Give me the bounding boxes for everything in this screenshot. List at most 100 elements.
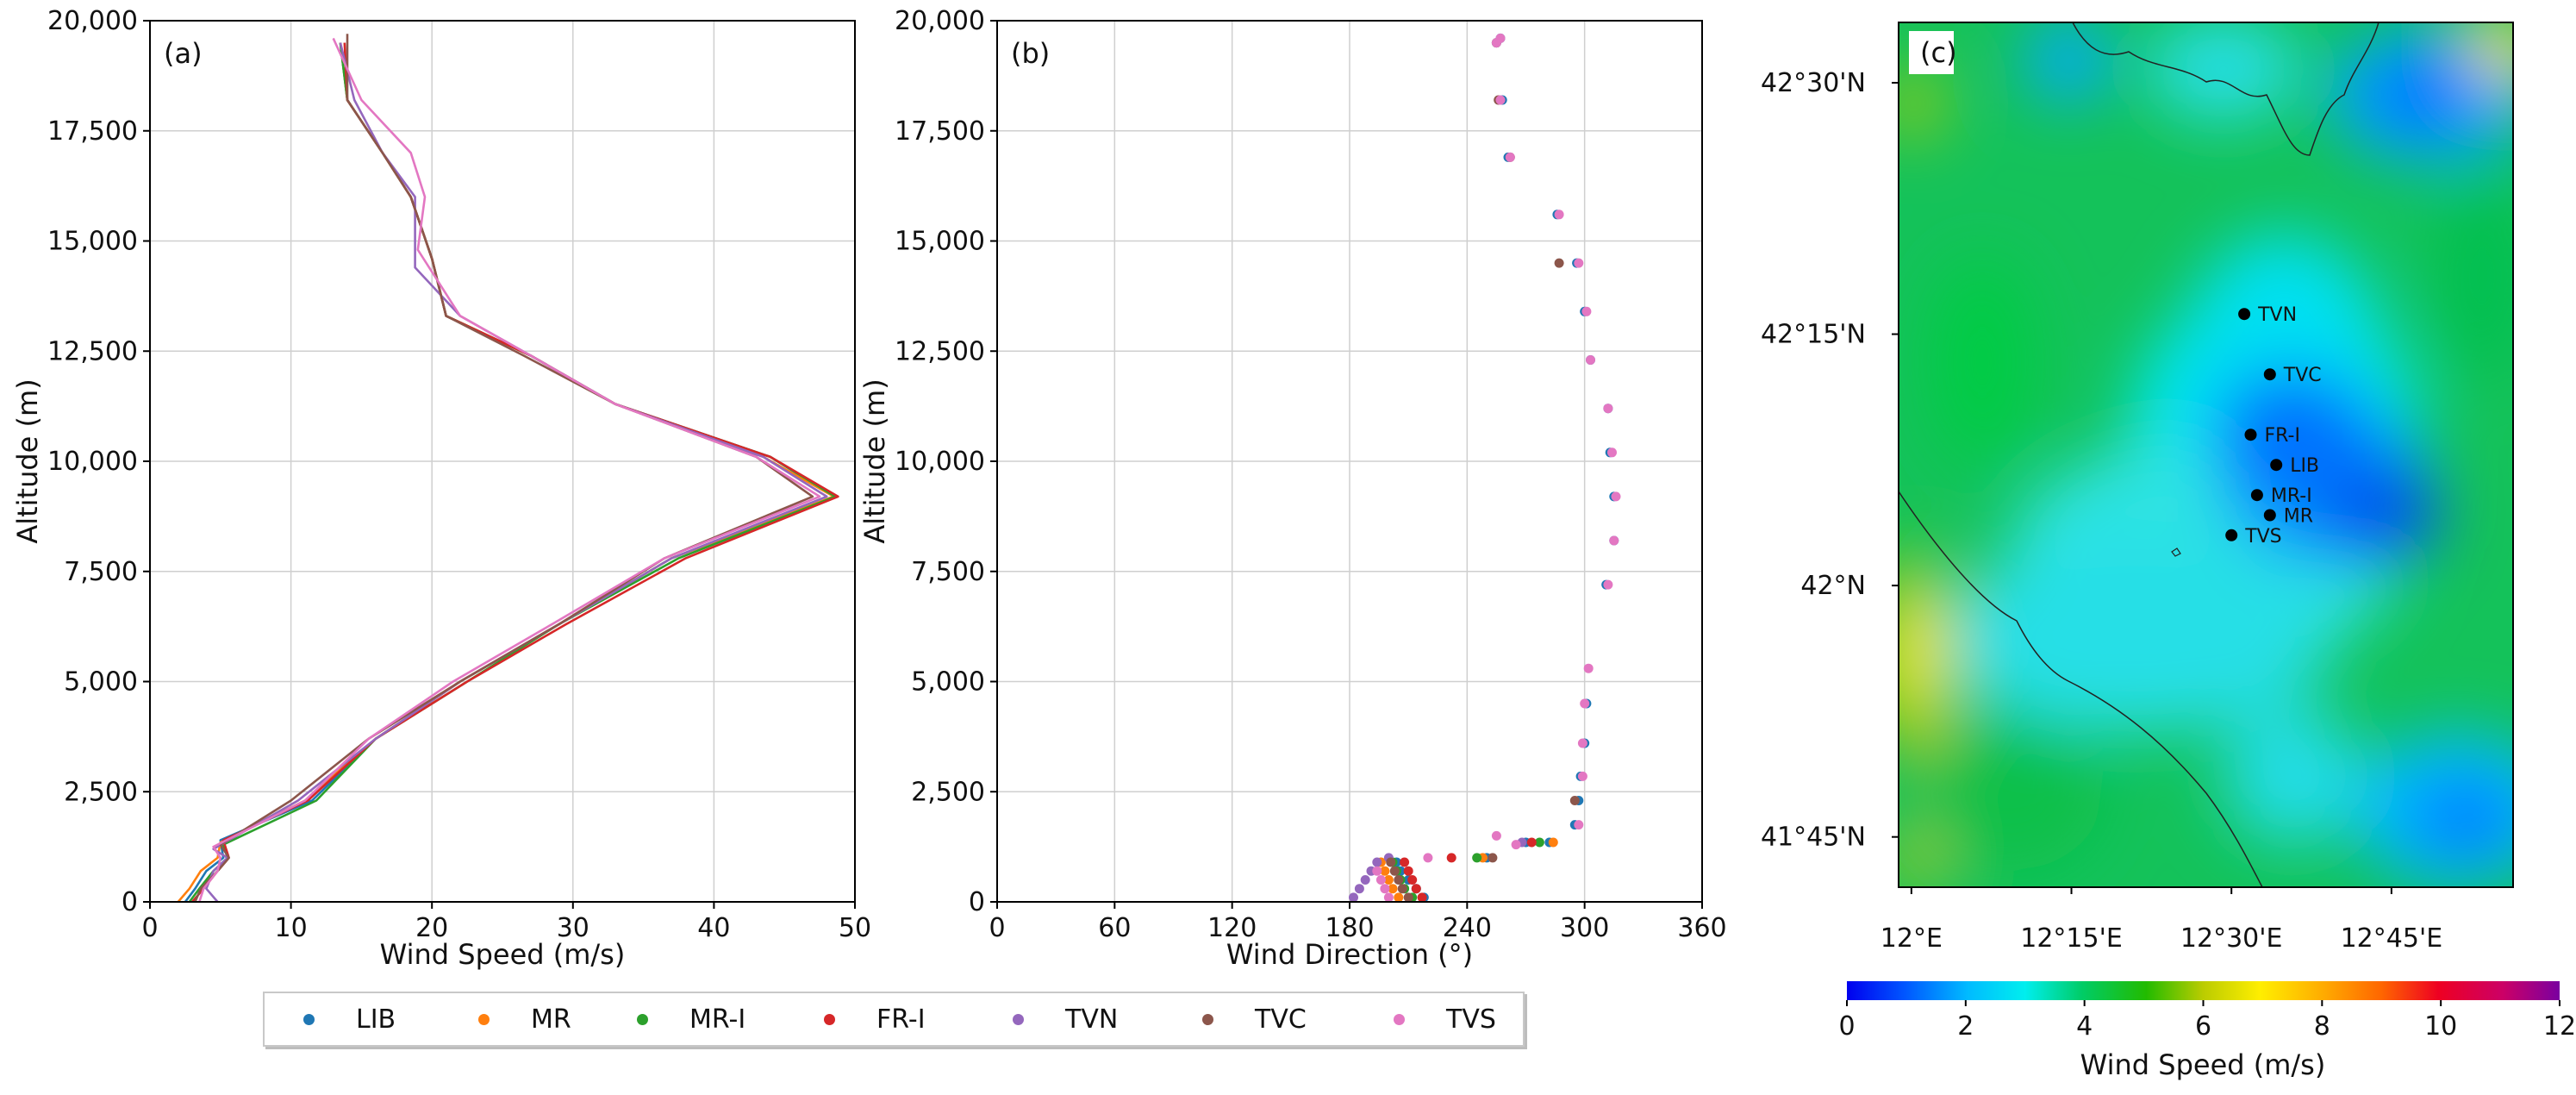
y-tick-label: 15,000 [47,227,138,257]
data-point-tvc [1488,853,1498,863]
data-point-fr-i [1446,853,1456,863]
x-tick-label: 120 [1207,913,1257,943]
colorbar-tick-label: 4 [2076,1011,2093,1042]
station-marker [2263,368,2276,381]
legend-item-tvc: TVC [1202,993,1307,1045]
data-point-tvs [1577,771,1587,781]
wind-speed-profiles [177,34,839,903]
x-tick-label: 0 [989,913,1005,943]
y-tick-label: 10,000 [895,447,985,477]
data-point-tvc [1386,857,1396,867]
station-marker [2250,489,2263,502]
map-ticks: 12°E 12°15'E 12°30'E 12°45'E 42°30'N 42°15'N 4… [1761,68,2442,954]
y-tick-label: 15,000 [895,227,985,257]
y-tick-label: 2,500 [911,777,985,807]
data-point-tvs [1580,698,1590,709]
data-point-tvc [1569,796,1580,805]
data-point-tvs [1583,663,1594,673]
station-label: MR-I [2271,485,2312,507]
data-point-tvs [1554,210,1564,220]
x-tick-label: 240 [1443,913,1492,943]
data-point-tvs [1603,579,1613,590]
x-tick-label: 0 [141,913,158,943]
grid [996,20,1703,903]
y-tick-label: 5,000 [911,667,985,698]
data-point-mr-i [1472,853,1482,863]
station-marker [2238,308,2251,321]
data-point-tvs [1607,447,1617,458]
data-point-mr [1388,884,1398,894]
data-point-tvn [1372,857,1382,867]
legend-marker [303,1013,315,1025]
station-marker [2263,509,2276,522]
legend-marker [824,1013,835,1025]
data-point-tvs [1574,820,1584,830]
series-line-lib [184,42,835,903]
data-point-tvn [1354,884,1364,894]
data-point-tvs [1383,892,1394,903]
x-tick-label: 50 [839,913,871,943]
data-point-tvs [1581,306,1592,316]
y-tick-label: 2,500 [64,777,138,807]
colorbar-label: Wind Speed (m/s) [2080,1048,2326,1081]
x-tick-label: 10 [275,913,308,943]
data-point-tvs [1586,355,1595,365]
data-point-mr [1394,892,1404,903]
y-tick-label: 10,000 [47,447,138,477]
lon-tick-label: 12°E [1881,923,1943,954]
station-label: FR-I [2265,425,2300,447]
lat-tick-label: 42°N [1800,571,1866,601]
series-line-tvn [205,42,828,903]
data-point-fr-i [1417,892,1427,903]
data-point-fr-i [1411,884,1421,894]
x-tick-label: 300 [1560,913,1609,943]
colorbar [1847,981,2560,1000]
station-marker [2270,459,2283,472]
legend-label: TVS [1446,1004,1496,1035]
station-label: MR [2284,506,2313,528]
panel-label: (a) [164,37,203,70]
x-tick-label: 60 [1098,913,1131,943]
legend-item-mr-i: MR-I [637,993,745,1045]
colorbar-tick-label: 8 [2314,1011,2330,1042]
series-line-fr-i [191,42,839,903]
data-point-fr-i [1526,837,1537,848]
legend-label: LIB [356,1004,396,1035]
y-tick-label: 20,000 [895,6,985,36]
legend: LIB MR MR-I FR-I TVN TVC TVS [263,992,1525,1047]
lat-tick-label: 41°45'N [1761,823,1866,853]
data-point-tvs [1577,738,1587,748]
wind-direction-panel: 0 60 120 180 240 300 360 0 2,500 5,000 7,500 10,000… [858,6,1727,971]
data-point-tvs [1505,152,1515,162]
data-point-tvs [1372,866,1382,876]
x-tick-label: 20 [415,913,448,943]
data-point-tvn [1349,892,1358,903]
data-point-tvs [1495,95,1506,105]
colorbar-ticks: 0 2 4 6 8 10 12 [1838,1000,2576,1042]
data-point-tvn [1360,875,1370,885]
lat-tick-label: 42°30'N [1761,68,1866,98]
y-tick-label: 17,500 [47,116,138,147]
data-point-tvs [1375,875,1386,885]
x-tick-label: 360 [1677,913,1726,943]
colorbar-tick-label: 6 [2195,1011,2211,1042]
y-tick-label: 7,500 [911,557,985,587]
data-point-fr-i [1407,875,1418,885]
data-point-tvs [1609,535,1619,546]
wind-speed-panel: 0 10 20 30 40 50 0 2,500 5,000 7,500 10,000 12,500 1… [11,6,871,971]
lon-tick-label: 12°15'E [2020,923,2123,954]
series-line-mr-i [188,42,837,903]
data-point-tvc [1554,258,1564,268]
y-tick-label: 5,000 [64,667,138,698]
data-point-tvs [1491,830,1501,841]
lon-tick-label: 12°30'E [2180,923,2283,954]
data-point-tvc [1394,875,1404,885]
data-point-mr [1380,866,1390,876]
data-point-mr [1383,875,1394,885]
x-tick-label: 40 [697,913,730,943]
station-marker [2225,529,2238,541]
legend-item-lib: LIB [303,993,396,1045]
station-marker [2244,429,2257,441]
